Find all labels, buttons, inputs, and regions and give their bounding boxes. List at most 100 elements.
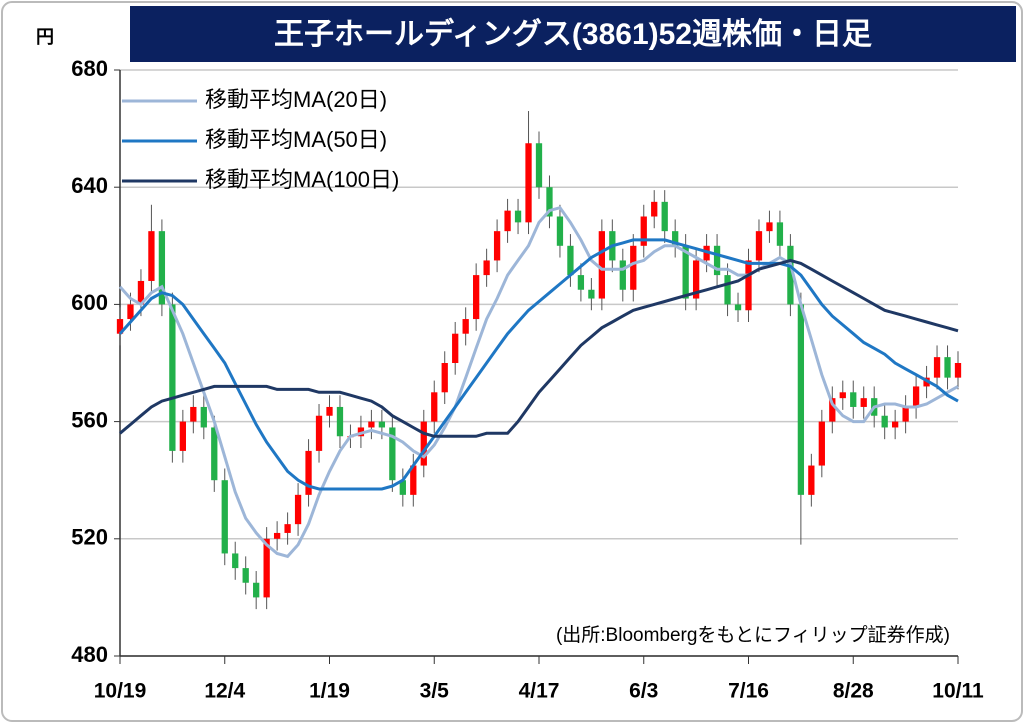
candle-body (724, 275, 731, 305)
candle-body (546, 187, 553, 217)
candle-body (535, 143, 543, 188)
candle-body (441, 363, 448, 393)
source-note: (出所:Bloombergをもとにフィリップ証券作成) (556, 624, 950, 646)
candle-body (211, 427, 218, 481)
title-box (130, 6, 1016, 62)
candle-body (514, 210, 522, 223)
candle-body (881, 415, 888, 428)
candle-body (273, 532, 281, 539)
x-tick-label: 7/16 (728, 680, 769, 703)
candle-body (190, 406, 197, 422)
candle-body (818, 421, 825, 466)
candle-body (525, 143, 532, 223)
candle-body (242, 568, 249, 583)
x-tick-label: 3/5 (420, 680, 450, 703)
candle-body (284, 524, 291, 533)
candle-body (368, 421, 375, 428)
candle-body (797, 304, 805, 495)
candle-body (336, 406, 344, 437)
candle-body (200, 406, 207, 428)
candle-body (315, 415, 323, 451)
ma-line (118, 205, 959, 559)
y-tick-label: 600 (71, 290, 108, 315)
ma-line (119, 258, 959, 438)
x-tick-label: 12/4 (204, 680, 245, 703)
candle-body (473, 275, 480, 320)
legend-label: 移動平均MA(50日) (205, 127, 387, 152)
candle-body (420, 421, 427, 466)
candle-body (902, 406, 909, 422)
candle-body (860, 398, 867, 407)
y-tick-label: 640 (71, 173, 108, 198)
candle-body (137, 280, 145, 305)
candle-body (389, 427, 396, 481)
candle-body (640, 216, 647, 246)
candle-body (232, 553, 239, 569)
candle-body (933, 357, 941, 378)
x-tick-label: 10/19 (94, 680, 147, 703)
candle-body (263, 538, 270, 598)
candle-body (619, 260, 626, 290)
candle-body (179, 421, 186, 451)
candle-body (766, 222, 773, 232)
candle-body (493, 231, 501, 261)
candle-body (944, 357, 951, 378)
legend-label: 移動平均MA(100日) (205, 167, 399, 192)
candle-body (651, 201, 658, 217)
candle-body (567, 245, 574, 276)
candle-body (127, 304, 134, 320)
candle-body (305, 450, 312, 495)
candle-body (672, 231, 679, 246)
candle-body (588, 289, 595, 299)
y-tick-label: 680 (71, 56, 108, 81)
candle-body (682, 245, 689, 299)
candle-body (630, 245, 637, 290)
candle-body (745, 260, 752, 311)
candle-body (504, 210, 511, 232)
candle-body (116, 319, 124, 334)
x-tick-label: 10/11 (932, 680, 984, 703)
candle-body (829, 398, 836, 422)
ma-line (118, 238, 959, 491)
candle-body (462, 319, 469, 334)
candle-body (378, 421, 386, 428)
candle-body (577, 275, 585, 290)
candle-body (850, 392, 857, 407)
y-unit: 円 (36, 27, 54, 47)
candle-body (776, 222, 784, 246)
x-tick-label: 6/3 (629, 680, 658, 703)
chart-title: 王子ホールディングス(3861)52週株価・日足 (274, 17, 872, 51)
x-tick-label: 8/28 (833, 680, 874, 703)
candle-body (221, 480, 228, 554)
candle-body (787, 245, 794, 305)
candle-body (326, 406, 333, 416)
candle-body (399, 480, 406, 495)
candle-body (556, 216, 564, 246)
candle-body (253, 582, 260, 598)
candle-body (148, 231, 155, 281)
candle-body (294, 494, 302, 525)
candle-body (431, 392, 438, 422)
candle-body (692, 260, 700, 299)
candle-body (839, 392, 846, 399)
candle-body (808, 465, 815, 495)
candle-body (158, 231, 166, 305)
candle-body (452, 333, 459, 363)
candle-body (713, 245, 721, 276)
candle-body (598, 231, 605, 299)
legend-label: 移動平均MA(20日) (205, 87, 387, 112)
x-tick-label: 4/17 (519, 680, 560, 703)
candle-body (954, 363, 962, 378)
candle-body (661, 201, 668, 232)
y-tick-label: 560 (71, 407, 108, 432)
candle-body (912, 386, 920, 407)
candle-body (410, 465, 417, 495)
candle-body (734, 304, 742, 311)
y-tick-label: 520 (71, 525, 108, 550)
candle-body (169, 304, 176, 451)
x-tick-label: 1/19 (309, 680, 350, 703)
candle-body (892, 421, 899, 428)
